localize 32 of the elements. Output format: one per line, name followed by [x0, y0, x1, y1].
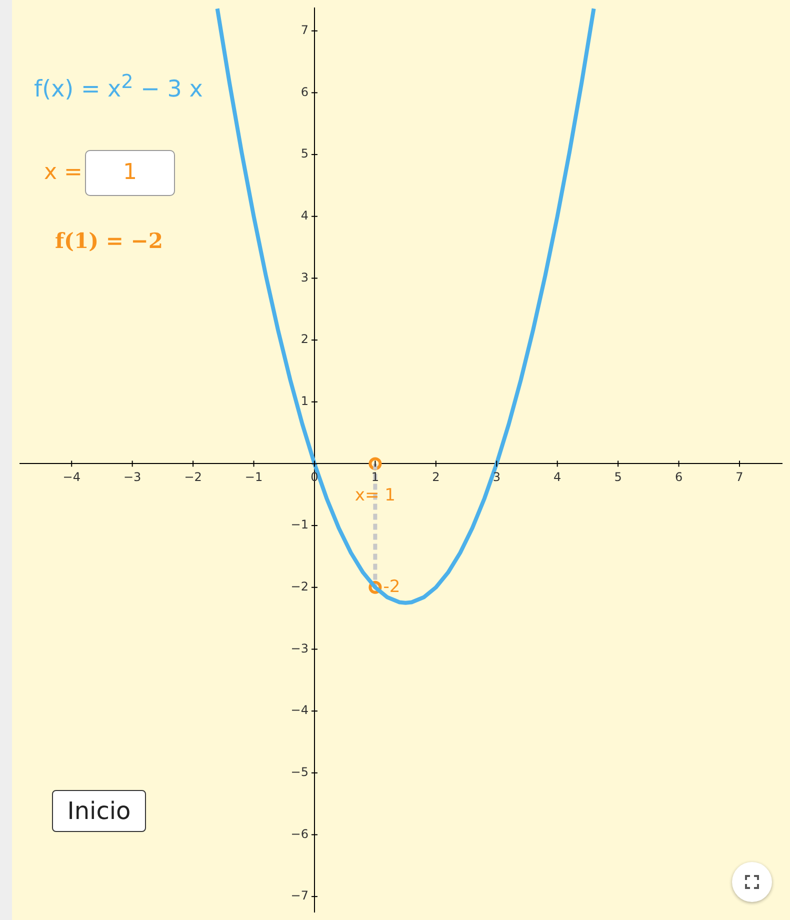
y-tick-label: 6 — [300, 84, 308, 99]
y-tick-label: −5 — [290, 765, 308, 779]
x-tick-label: 3 — [492, 470, 500, 484]
y-tick-label: −2 — [290, 580, 308, 594]
y-tick-label: 1 — [300, 394, 308, 408]
x-tick-label: −3 — [123, 470, 142, 484]
y-tick-label: −6 — [290, 826, 308, 841]
x-tick-label: 1 — [371, 470, 380, 484]
annotation: f(1) = −2 — [55, 228, 163, 253]
y-tick-label: −4 — [290, 703, 308, 718]
x-tick-label: 5 — [614, 470, 622, 484]
y-tick-label: −3 — [290, 641, 308, 656]
y-tick-label: −7 — [290, 888, 308, 903]
annotation: x = — [44, 160, 82, 185]
y-tick-label: 2 — [300, 332, 308, 346]
y-tick-label: 4 — [300, 208, 308, 223]
x-tick-label: −4 — [62, 470, 80, 484]
x-tick-label: −1 — [244, 470, 263, 484]
y-tick-label: 5 — [300, 146, 308, 161]
input-field: 1 — [85, 150, 175, 196]
x-tick-label: −2 — [184, 470, 202, 484]
x-tick-label: 2 — [432, 470, 440, 484]
annotation: -2 — [383, 576, 400, 597]
y-tick-label: 7 — [300, 23, 308, 38]
annotation: x= 1 — [354, 486, 396, 506]
y-tick-label: −1 — [290, 518, 308, 532]
annotation: f(x) = x$^{2}$ − 3 x — [34, 70, 203, 103]
y-tick-label: 3 — [300, 270, 308, 284]
x-tick-label: 7 — [736, 470, 744, 484]
button: Inicio — [52, 790, 146, 832]
x-tick-label: 4 — [554, 470, 562, 484]
x-tick-label: 6 — [674, 470, 683, 484]
